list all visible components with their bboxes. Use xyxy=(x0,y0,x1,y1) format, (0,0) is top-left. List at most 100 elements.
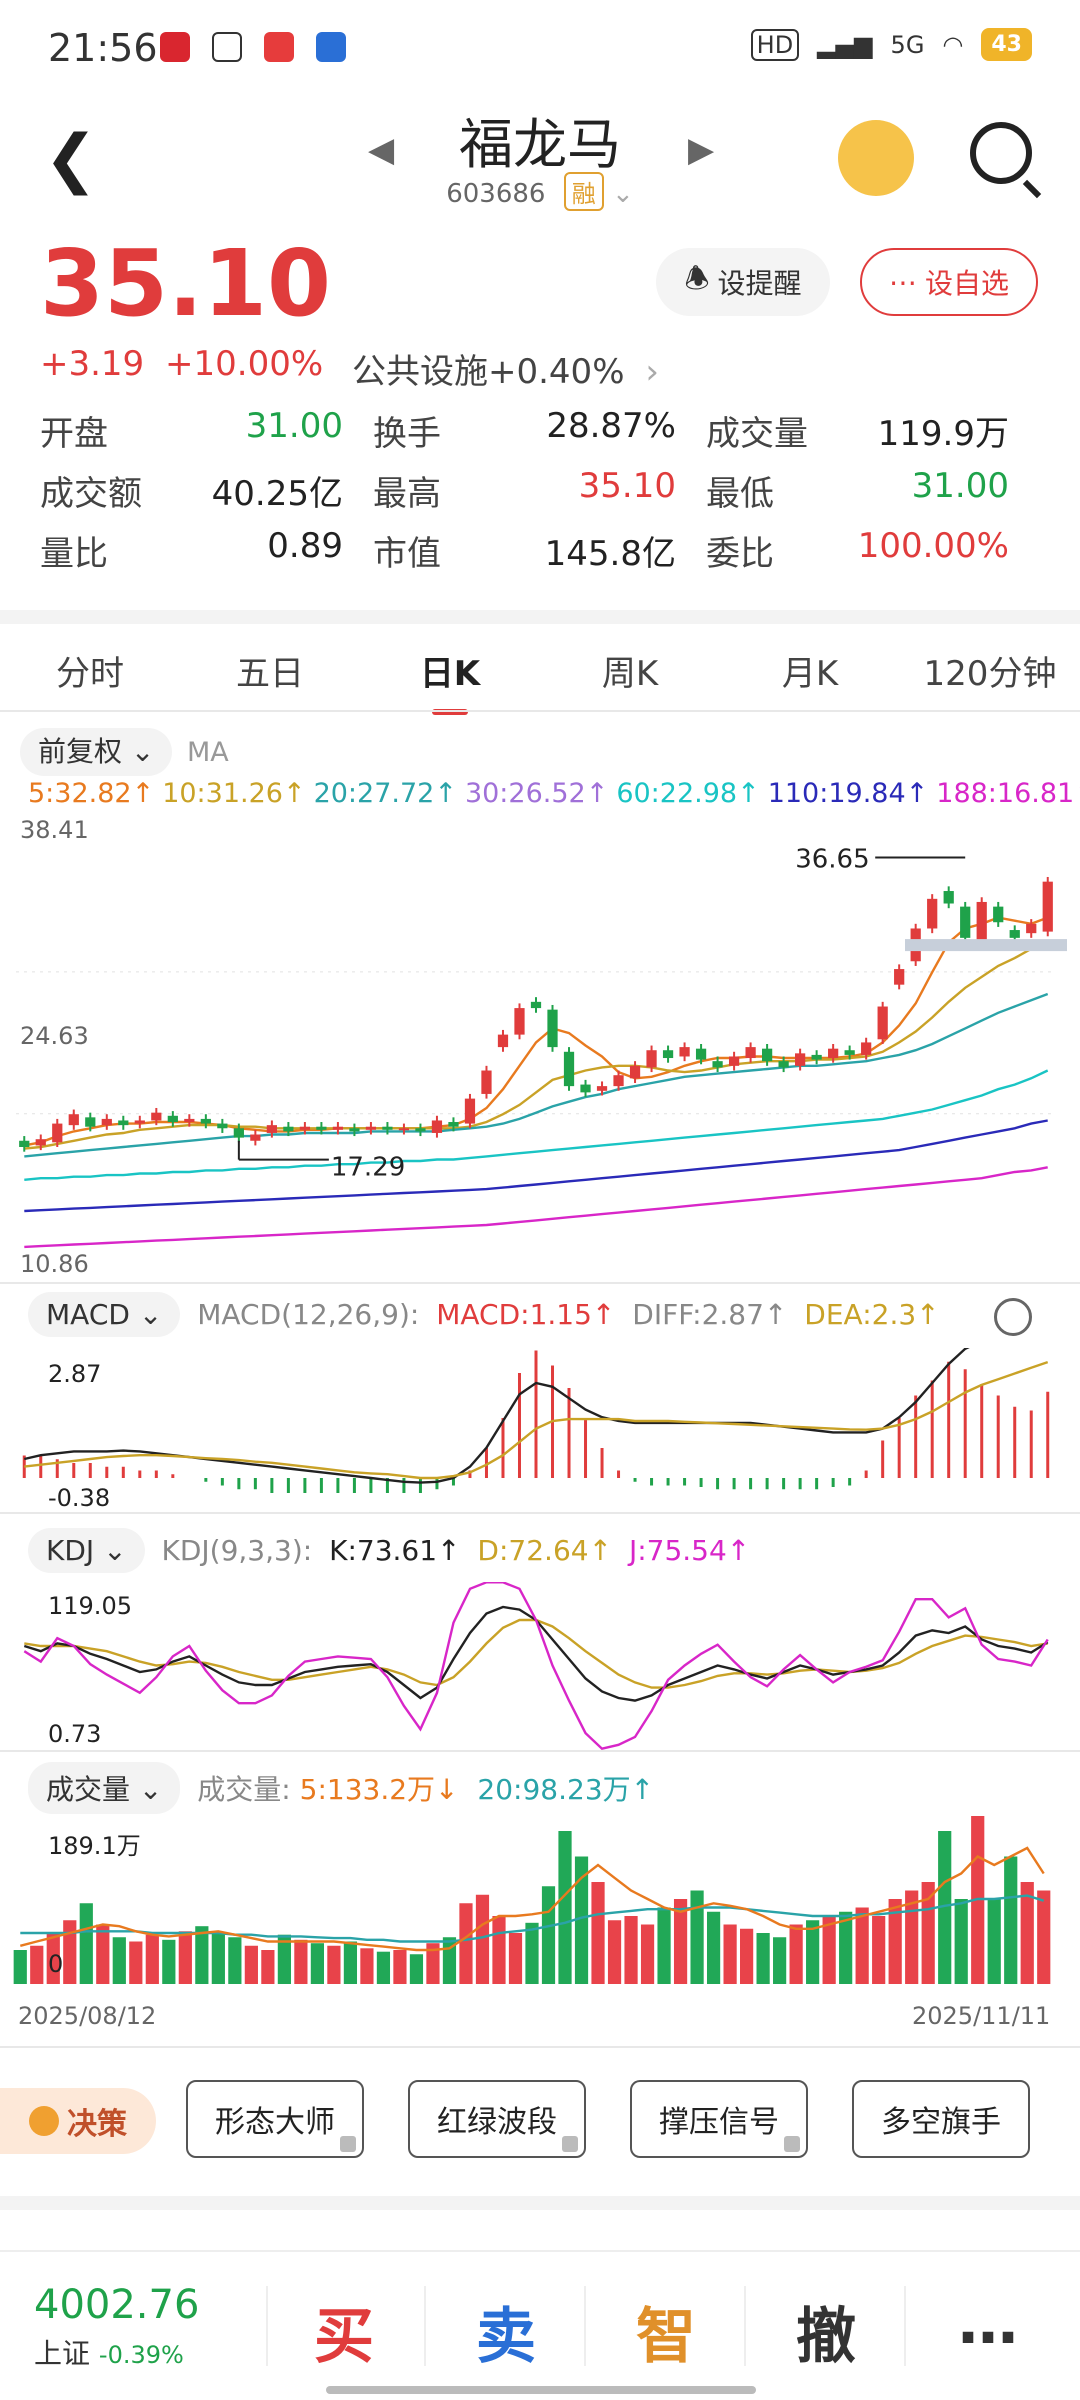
candle xyxy=(332,1126,344,1130)
candle xyxy=(398,1128,410,1131)
tool-pattern-master[interactable]: 形态大师 xyxy=(186,2080,364,2158)
volume-bar xyxy=(756,1933,770,1984)
candle xyxy=(927,898,938,929)
index-name: 上证 xyxy=(34,2337,91,2370)
stock-code: 603686 xyxy=(446,179,546,209)
next-stock-icon[interactable]: ▶ xyxy=(688,130,715,170)
bell-icon: 🕭 xyxy=(684,262,710,295)
divider xyxy=(0,1282,1080,1284)
candlestick-chart[interactable]: 36.65 17.29 xyxy=(0,810,1080,1280)
settings-icon[interactable] xyxy=(994,1298,1032,1336)
stat-cell: 市值 145.8亿 xyxy=(373,526,706,575)
mascot-icon[interactable] xyxy=(838,120,914,196)
stat-cell: 换手 28.87% xyxy=(373,406,706,455)
candle xyxy=(431,1120,443,1133)
watchlist-icon: ⋯ xyxy=(888,265,917,299)
volume-bar xyxy=(657,1907,671,1984)
volume-bar xyxy=(822,1916,836,1984)
tool-support-resistance[interactable]: 撑压信号 xyxy=(630,2080,808,2158)
divider xyxy=(0,1512,1080,1514)
tab-5[interactable]: 120分钟 xyxy=(923,653,1057,694)
sector-name: 公共设施 xyxy=(352,352,488,392)
tab-1[interactable]: 五日 xyxy=(236,653,304,694)
tool-bull-bear-flag[interactable]: 多空旗手 xyxy=(852,2080,1030,2158)
tool-red-green-band[interactable]: 红绿波段 xyxy=(408,2080,586,2158)
volume-dropdown[interactable]: 成交量 ⌄ xyxy=(28,1762,181,1814)
stat-label: 委比 xyxy=(706,533,774,574)
tab-3[interactable]: 周K xyxy=(601,653,659,694)
candle xyxy=(415,1128,426,1132)
volume-bar xyxy=(30,1945,44,1984)
macd-diff: DIFF:2.87↑ xyxy=(632,1298,788,1331)
back-button[interactable]: ❮ xyxy=(44,122,98,196)
volume-chart[interactable] xyxy=(0,1816,1080,1986)
buy-button[interactable]: 买 xyxy=(314,2302,374,2372)
volume-bar xyxy=(789,1924,803,1984)
kdj-chart[interactable] xyxy=(0,1582,1080,1752)
tab-2[interactable]: 日K xyxy=(360,646,540,715)
volume-bar xyxy=(1020,1882,1034,1984)
candle xyxy=(943,891,954,904)
ma-prefix: MA xyxy=(186,737,229,768)
ma-value: 20:27.72↑ xyxy=(313,778,457,809)
candle xyxy=(712,1061,723,1068)
volume-bar xyxy=(475,1894,490,1984)
volume-bar xyxy=(261,1950,275,1984)
system-indicators: HD ▂▄▆ 5G ◠ 43 xyxy=(750,28,1032,61)
volume-bar xyxy=(277,1934,291,1984)
set-alert-button[interactable]: 🕭 设提醒 xyxy=(656,248,830,316)
volume-bar xyxy=(624,1916,638,1984)
stat-cell: 委比 100.00% xyxy=(706,526,1039,575)
stock-header: ❮ ◀ 福龙马 ▶ 603686 融 ⌄ xyxy=(0,100,1080,220)
volume-bar xyxy=(855,1907,869,1984)
more-button[interactable]: … xyxy=(958,2288,1018,2358)
index-change: -0.39% xyxy=(98,2341,184,2369)
macd-dropdown[interactable]: MACD ⌄ xyxy=(28,1292,181,1337)
volume-bar xyxy=(46,1933,60,1984)
y-axis-mid: 24.63 xyxy=(20,1022,89,1050)
volume-bar xyxy=(888,1899,902,1984)
sell-button[interactable]: 卖 xyxy=(476,2302,536,2372)
macd-chart[interactable] xyxy=(0,1348,1080,1508)
stat-value: 100.00% xyxy=(857,525,1009,566)
index-ticker[interactable]: 4002.76 上证 -0.39% xyxy=(34,2282,199,2372)
signal-icon: ▂▄▆ xyxy=(817,30,873,59)
x-axis-end: 2025/11/11 xyxy=(912,2002,1051,2030)
stat-label: 最低 xyxy=(706,473,774,514)
candle xyxy=(266,1125,277,1133)
stat-value: 119.9万 xyxy=(877,413,1009,454)
kdj-dropdown[interactable]: KDJ ⌄ xyxy=(28,1528,145,1573)
stats-row: 开盘 31.00 换手 28.87% 成交量 119.9万 xyxy=(40,400,1040,460)
tab-0[interactable]: 分时 xyxy=(56,653,124,694)
section-divider xyxy=(0,610,1080,624)
volume-bar xyxy=(773,1937,787,1984)
smart-button[interactable]: 智 xyxy=(636,2302,696,2372)
stat-cell: 成交额 40.25亿 xyxy=(40,466,373,515)
candle xyxy=(844,1050,855,1055)
search-icon[interactable] xyxy=(970,122,1032,184)
adjust-dropdown[interactable]: 前复权 ⌄ xyxy=(20,728,173,776)
cancel-order-button[interactable]: 撤 xyxy=(796,2302,856,2372)
ma-value: 5:32.82↑ xyxy=(28,778,155,809)
decision-button[interactable]: 决策 xyxy=(0,2088,156,2154)
candle xyxy=(778,1061,789,1068)
ma-values: 5:32.82↑ 10:31.26↑ 20:27.72↑ 30:26.52↑ 60:22… xyxy=(20,778,1080,809)
network-label: 5G xyxy=(890,30,925,59)
tab-4[interactable]: 月K xyxy=(781,653,839,694)
candle xyxy=(448,1122,459,1127)
add-watchlist-button[interactable]: ⋯ 设自选 xyxy=(860,248,1038,316)
volume-bar xyxy=(706,1911,721,1984)
candle xyxy=(250,1134,261,1141)
tool-label: 红绿波段 xyxy=(437,2105,557,2140)
chevron-down-icon: ⌄ xyxy=(103,1534,127,1567)
divider xyxy=(266,2286,268,2366)
volume-bar xyxy=(839,1911,853,1984)
stock-code-row[interactable]: 603686 融 ⌄ xyxy=(0,172,1080,211)
sector-change: +0.40% xyxy=(488,352,625,392)
sector-link[interactable]: 公共设施+0.40% › xyxy=(352,344,659,393)
hd-icon: HD xyxy=(750,28,800,61)
macd-header: MACD ⌄ MACD(12,26,9): MACD:1.15↑ DIFF:2.… xyxy=(28,1292,940,1337)
prev-stock-icon[interactable]: ◀ xyxy=(368,130,395,170)
candle xyxy=(828,1048,839,1059)
volume-bar xyxy=(673,1899,688,1984)
